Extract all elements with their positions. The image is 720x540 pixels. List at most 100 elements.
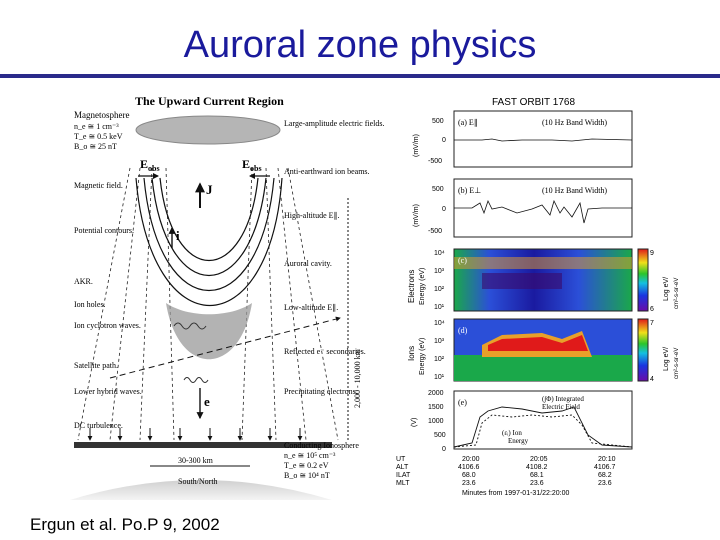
diagram-title: The Upward Current Region bbox=[135, 94, 284, 108]
earth-ground bbox=[70, 480, 332, 500]
ionosphere-param-1: n_e ≅ 10⁵ cm⁻³ bbox=[284, 451, 336, 460]
col3-ut: 20:10 bbox=[598, 456, 616, 463]
panel-a-tick-1: 500 bbox=[432, 118, 444, 125]
potential-contours bbox=[135, 177, 283, 307]
ionosphere-param-3: B_o ≅ 10⁴ nT bbox=[284, 471, 330, 480]
panel-d-cbar-label: Log eV/ bbox=[663, 347, 670, 371]
label-potential-contours: Potential contours. bbox=[74, 226, 134, 235]
label-ion-cyclotron-waves: Ion cyclotron waves. bbox=[74, 321, 141, 330]
panel-e-tick-4: 500 bbox=[434, 432, 446, 439]
panel-e-integrated-field bbox=[453, 406, 633, 448]
label-lower-hybrid-waves: Lower hybrid waves. bbox=[74, 387, 142, 396]
label-reflected: Reflected e⁻ secondaries. bbox=[284, 347, 366, 356]
panel-e-potential: (e) (∫Φ) Integrated Electric Field (εᵢ) … bbox=[411, 390, 633, 453]
panel-a-note: (10 Hz Band Width) bbox=[542, 118, 607, 127]
panel-d-cbar-top: 7 bbox=[650, 320, 654, 327]
row-label-alt: ALT bbox=[396, 464, 409, 471]
citation: Ergun et al. Po.P 9, 2002 bbox=[30, 515, 220, 534]
panel-d-tick-2: 10³ bbox=[434, 338, 445, 345]
label-precipitating: Precipitating electrons. bbox=[284, 387, 358, 396]
label-akr: AKR. bbox=[74, 277, 93, 286]
row-label-mlt: MLT bbox=[396, 480, 410, 487]
label-magnetic-field: Magnetic field. bbox=[74, 181, 123, 190]
altitude-label: 2,000 - 10,000 km bbox=[353, 348, 362, 408]
panel-e-legend-1: (∫Φ) Integrated bbox=[542, 395, 584, 403]
panel-d-cbar-label2: cm²-s-sr-eV bbox=[674, 348, 680, 379]
panel-c-cbar-label: Log eV/ bbox=[663, 277, 670, 301]
eobs-left: Eobs bbox=[140, 157, 160, 173]
panel-b-note: (10 Hz Band Width) bbox=[542, 186, 607, 195]
panel-d-tag: (d) bbox=[458, 326, 468, 335]
electron-label: e bbox=[204, 394, 210, 409]
label-large-amplitude: Large-amplitude electric fields. bbox=[284, 119, 384, 128]
panel-c-electrons: (c) 10⁴ 10³ 10² 10¹ Electrons Energy (eV… bbox=[407, 248, 680, 313]
ionosphere-bar bbox=[74, 442, 332, 448]
label-ion-holes: Ion holes. bbox=[74, 300, 106, 309]
panel-d-ylabel: Ions bbox=[407, 346, 416, 361]
left-annotations: Magnetic field. Potential contours. AKR.… bbox=[74, 181, 142, 430]
col2-alt: 4108.2 bbox=[526, 464, 548, 471]
panel-a-tick-2: 0 bbox=[442, 137, 446, 144]
label-dc-turbulence: DC turbulence. bbox=[74, 421, 123, 430]
magnetosphere-param-2: T_e ≅ 0.5 keV bbox=[74, 132, 123, 141]
panel-c-ylabel2: Energy (eV) bbox=[419, 268, 426, 305]
col1-ilat: 68.0 bbox=[462, 472, 476, 479]
lower-hybrid-waves bbox=[183, 377, 209, 383]
label-low-altitude: Low-altitude E∥. bbox=[284, 303, 338, 312]
col3-ilat: 68.2 bbox=[598, 472, 612, 479]
row-label-ilat: ILAT bbox=[396, 472, 411, 479]
panel-a-tag: (a) E∥ bbox=[458, 118, 478, 127]
panel-b-tick-3: -500 bbox=[428, 228, 442, 235]
label-anti-earthward: Anti-earthward ion beams. bbox=[284, 167, 370, 176]
panel-e-tick-2: 1500 bbox=[428, 404, 444, 411]
panel-c-tick-4: 10¹ bbox=[434, 304, 445, 311]
col2-mlt: 23.6 bbox=[530, 480, 544, 487]
panel-b-perp-e: (b) E⊥ (10 Hz Band Width) 500 0 -500 (mV… bbox=[413, 178, 633, 238]
panel-b-trace bbox=[454, 199, 632, 224]
col3-alt: 4106.7 bbox=[594, 464, 616, 471]
ionosphere-param-2: T_e ≅ 0.2 eV bbox=[284, 461, 329, 470]
direction-label: South/North bbox=[178, 477, 218, 486]
ion-cyclotron-waves bbox=[173, 322, 207, 330]
panel-a-parallel-e: (a) E∥ (10 Hz Band Width) 500 0 -500 (mV… bbox=[413, 110, 633, 168]
panel-d-tick-1: 10⁴ bbox=[434, 320, 445, 327]
panel-e-legend-1b: Electric Field bbox=[542, 403, 580, 411]
orbit-title: FAST ORBIT 1768 bbox=[492, 97, 575, 108]
magnetosphere-cloud bbox=[135, 115, 281, 145]
panel-e-ylabel: (V) bbox=[411, 418, 418, 427]
magnetosphere-label: Magnetosphere bbox=[74, 110, 129, 120]
label-conducting-ionosphere: Conducting Ionosphere bbox=[284, 441, 359, 450]
panel-d-cbar-bottom: 4 bbox=[650, 376, 654, 383]
panel-d-ylabel2: Energy (eV) bbox=[419, 338, 426, 375]
panel-c-cbar-top: 9 bbox=[650, 250, 654, 257]
col1-mlt: 23.6 bbox=[462, 480, 476, 487]
slide-title: Auroral zone physics bbox=[183, 24, 537, 66]
panel-d-tick-4: 10¹ bbox=[434, 374, 445, 381]
ion-label: i bbox=[176, 228, 180, 243]
panel-e-tag: (e) bbox=[458, 398, 467, 407]
panel-b-ylabel: (mV/m) bbox=[413, 204, 420, 227]
panel-e-tick-5: 0 bbox=[442, 446, 446, 453]
current-label: J bbox=[206, 182, 213, 197]
col1-ut: 20:00 bbox=[462, 456, 480, 463]
panel-c-cbar-label2: cm²-s-sr-eV bbox=[674, 278, 680, 309]
magnetosphere-param-1: n_e ≅ 1 cm⁻³ bbox=[74, 122, 119, 131]
col2-ilat: 68.1 bbox=[530, 472, 544, 479]
panel-d-ions: (d) 10⁴ 10³ 10² 10¹ Ions Energy (eV) 7 4… bbox=[407, 318, 680, 383]
precipitation-arrows bbox=[87, 428, 303, 441]
upward-current-region-diagram: The Upward Current Region Magnetosphere … bbox=[70, 94, 384, 500]
panel-b-tag: (b) E⊥ bbox=[458, 186, 481, 195]
panel-e-legend-2b: Energy bbox=[508, 437, 529, 445]
panel-c-colorbar bbox=[637, 248, 649, 312]
row-label-ut: UT bbox=[396, 456, 406, 463]
eobs-right: Eobs bbox=[242, 157, 262, 173]
panel-e-legend-2: (εᵢ) Ion bbox=[502, 429, 522, 437]
right-annotations: Large-amplitude electric fields. Anti-ea… bbox=[284, 119, 384, 480]
panel-c-tag: (c) bbox=[458, 256, 467, 265]
panel-c-ylabel: Electrons bbox=[407, 270, 416, 303]
xaxis-footer: Minutes from 1997-01-31/22:20:00 bbox=[462, 490, 570, 497]
width-label: 30-300 km bbox=[178, 456, 214, 465]
panel-e-ion-energy bbox=[453, 414, 633, 448]
panel-e-tick-3: 1000 bbox=[428, 418, 444, 425]
panel-a-tick-3: -500 bbox=[428, 158, 442, 165]
